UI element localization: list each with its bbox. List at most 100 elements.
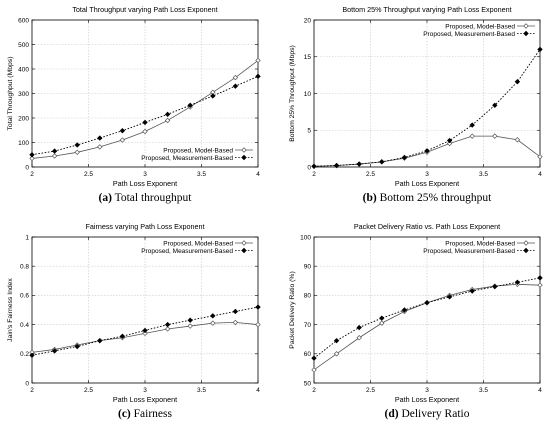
y-tick-label: 0 [25,380,29,387]
y-tick-label: 60 [304,351,312,358]
legend-label: Proposed, Measurement-Based [141,155,233,162]
data-point [74,149,80,155]
x-tick-label: 2 [312,387,316,394]
x-tick-label: 3 [143,171,147,178]
caption-tag: (c) [118,408,131,420]
y-axis-label: Packet Delivery Ratio (%) [289,271,296,348]
y-tick-label: 70 [304,322,312,329]
x-tick-label: 2.5 [366,171,375,178]
legend-marker [523,247,529,254]
legend-marker [523,30,529,37]
caption-text: Total throughput [112,192,192,204]
data-point [164,321,171,328]
x-tick-label: 4 [538,387,542,394]
x-tick-label: 4 [256,387,260,394]
data-point [446,137,453,144]
legend-label: Proposed, Model-Based [445,240,515,247]
data-point [311,163,317,169]
data-point [333,351,340,357]
x-tick-label: 3 [425,171,429,178]
subfigure-caption: (a) Total throughput [99,192,193,204]
data-point [97,135,103,141]
chart-title: Packet Delivery Ratio vs. Path Loss Expo… [354,222,500,231]
caption-tag: (d) [385,408,399,420]
data-point [164,111,171,118]
y-tick-label: 600 [18,17,29,24]
caption-text: Delivery Ratio [399,408,470,420]
data-point [379,159,385,165]
data-point [210,313,216,319]
data-point [187,317,193,323]
x-tick-label: 2.5 [84,171,93,178]
y-tick-label: 20 [304,17,312,24]
data-point [119,333,126,339]
data-point [401,307,408,313]
data-point [311,367,317,373]
y-tick-label: 5 [307,128,311,135]
data-point [514,79,521,85]
data-point [142,119,148,126]
caption-text: Bottom 25% throughput [377,192,492,204]
data-point [29,155,35,162]
y-tick-label: 0 [307,164,311,171]
x-tick-label: 2 [312,171,316,178]
data-point [51,348,58,354]
chart-panel-4: Packet Delivery Ratio vs. Path Loss Expo… [289,222,543,420]
y-axis-label: Bottom 25% Throughput (Mbps) [289,45,296,142]
legend-label: Proposed, Measurement-Based [423,248,515,255]
x-tick-label: 3.5 [479,387,488,394]
data-point [97,337,103,344]
data-point [210,93,216,99]
data-point [333,337,340,344]
data-point [74,343,80,350]
data-point [29,352,35,358]
series-line-2 [313,277,541,359]
series-line-2 [31,75,259,156]
data-point [469,122,475,128]
data-point [356,324,362,331]
data-point [232,308,239,315]
x-tick-label: 3.5 [479,171,488,178]
data-point [142,327,148,334]
x-tick-label: 2.5 [84,387,93,394]
data-point [232,74,239,81]
data-point [514,137,521,143]
data-point [446,294,453,300]
chart-panel-1: Total Throughput varying Path Loss Expon… [7,5,261,204]
data-point [492,283,498,290]
data-point [469,288,475,294]
subfigure-caption: (d) Delivery Ratio [385,408,470,420]
y-axis-label: Jain's Fairness Index [7,278,14,342]
data-point [142,128,148,135]
subfigure-caption: (c) Fairness [118,408,172,420]
y-tick-label: 0.2 [20,351,29,358]
y-tick-label: 100 [18,140,29,147]
data-point [187,323,193,329]
data-point [537,154,543,160]
legend-marker [241,247,247,254]
caption-tag: (a) [99,192,113,204]
data-point [356,335,362,341]
data-point [537,46,543,53]
legend-label: Proposed, Measurement-Based [423,31,515,38]
x-tick-label: 4 [256,171,260,178]
data-point [255,304,261,310]
data-point [187,102,193,108]
legend-label: Proposed, Model-Based [163,240,233,247]
x-tick-label: 4 [538,171,542,178]
data-point [51,148,58,154]
chart-panel-3: Fairness varying Path Loss Exponent 2 2.5 3… [7,222,261,420]
x-axis-label: Path Loss Exponent [395,395,459,404]
data-point [210,320,216,326]
data-point [119,137,126,143]
data-point [255,57,261,64]
data-point [119,128,126,134]
legend-marker [241,240,247,246]
data-point [537,282,543,288]
x-tick-label: 3.5 [197,387,206,394]
data-point [255,73,261,80]
data-point [379,315,385,321]
legend-label: Proposed, Model-Based [445,23,515,30]
